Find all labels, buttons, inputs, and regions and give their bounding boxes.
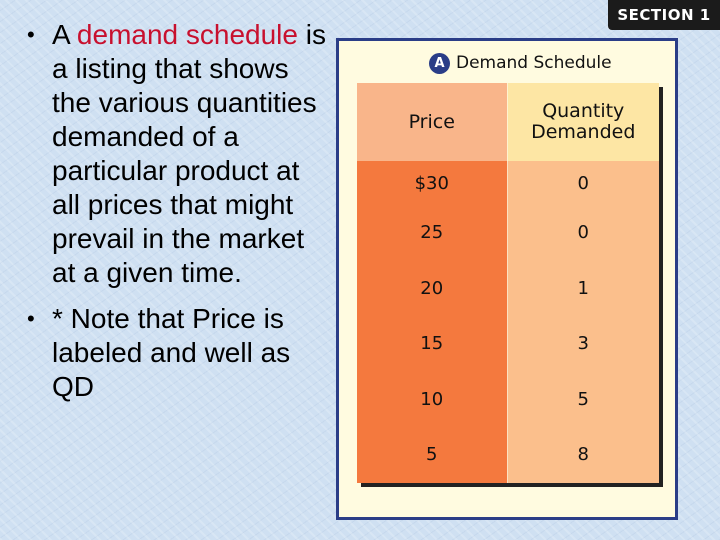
quantity-cell: 1 (577, 277, 589, 299)
demand-table: Price Quantity Demanded $30 25 20 15 10 … (357, 83, 659, 483)
bullet-note: • * Note that Price is labeled and well a… (22, 302, 332, 404)
price-cell: 25 (420, 222, 444, 244)
panel-title: A Demand Schedule (429, 51, 612, 75)
quantity-cell: 0 (577, 172, 589, 194)
price-cell: 5 (426, 444, 438, 466)
bullet-definition: • A demand schedule is a listing that sho… (22, 18, 332, 290)
panel-title-text: Demand Schedule (456, 53, 612, 73)
price-cell: 10 (420, 388, 444, 410)
bullet-dot-icon: • (27, 22, 35, 47)
table-body: $30 25 20 15 10 5 0 0 1 3 5 8 (357, 161, 659, 483)
label-a-icon: A (429, 52, 450, 74)
header-quantity: Quantity Demanded (506, 83, 659, 161)
bullet-rest: is a listing that shows the various quan… (52, 19, 326, 288)
quantity-cell: 8 (577, 444, 589, 466)
section-badge: SECTION 1 (608, 0, 720, 30)
table-header: Price Quantity Demanded (357, 83, 659, 161)
price-cell: 20 (420, 277, 444, 299)
quantity-cell: 3 (577, 333, 589, 355)
price-column: $30 25 20 15 10 5 (357, 161, 507, 483)
quantity-cell: 0 (577, 222, 589, 244)
highlight-term: demand schedule (76, 19, 298, 50)
bullet-list: • A demand schedule is a listing that sho… (22, 18, 332, 416)
bullet-note-text: * Note that Price is labeled and well as… (52, 303, 291, 402)
header-price: Price (357, 83, 507, 161)
price-cell: 15 (420, 333, 444, 355)
bullet-dot-icon: • (27, 306, 35, 331)
bullet-prefix: A (52, 19, 77, 50)
quantity-column: 0 0 1 3 5 8 (506, 161, 659, 483)
quantity-cell: 5 (577, 388, 589, 410)
price-cell: $30 (414, 172, 449, 194)
demand-schedule-panel: A Demand Schedule Price Quantity Demande… (336, 38, 678, 520)
